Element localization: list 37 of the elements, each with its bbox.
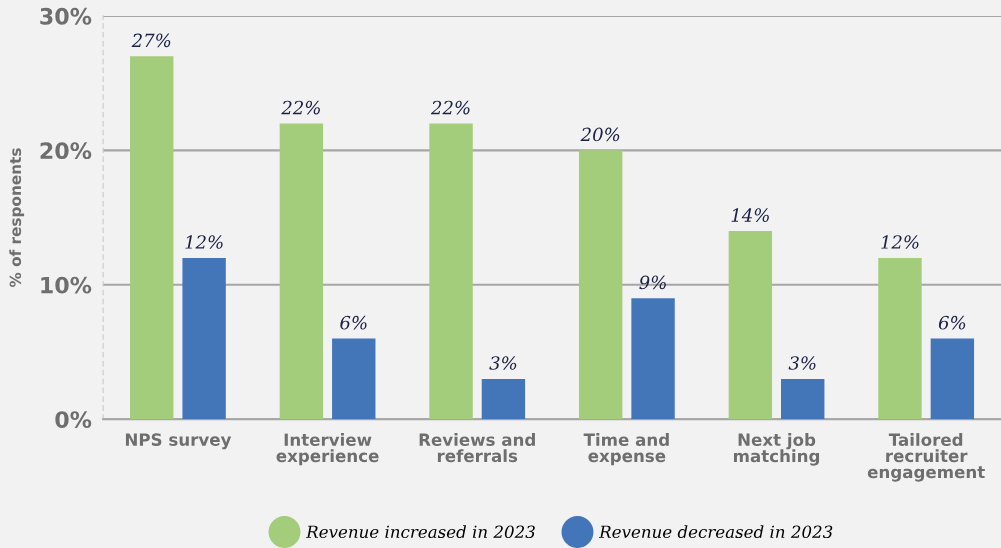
y-tick-label: 20% <box>40 142 92 160</box>
x-tick-label: Next job matching <box>733 433 820 466</box>
x-tick-label: Tailored recruiter engagement <box>867 433 985 482</box>
legend-label: Revenue decreased in 2023 <box>598 525 833 539</box>
bar <box>182 257 226 420</box>
data-label: 12% <box>185 235 223 249</box>
data-label: 3% <box>788 356 816 370</box>
data-label: 20% <box>580 127 620 142</box>
bar <box>429 123 473 420</box>
data-label: 6% <box>340 315 367 330</box>
bar <box>481 378 526 420</box>
y-tick-label: 0% <box>55 411 92 428</box>
bar <box>332 338 376 420</box>
x-tick-label: Interview experience <box>276 433 379 466</box>
data-label: 12% <box>881 235 919 249</box>
bar <box>878 257 922 420</box>
data-label: 3% <box>489 356 517 370</box>
data-label: 27% <box>131 33 171 48</box>
data-label: 22% <box>430 100 470 115</box>
y-axis-title: % of responents <box>9 148 25 288</box>
bar <box>279 123 324 420</box>
bar <box>578 150 623 420</box>
y-tick-label: 30% <box>40 7 92 25</box>
data-label: 9% <box>639 275 666 290</box>
x-tick-label: NPS survey <box>125 433 232 450</box>
data-label: 6% <box>938 315 966 330</box>
y-tick-label: 10% <box>41 276 92 294</box>
bar <box>631 298 675 420</box>
legend-label: Revenue increased in 2023 <box>305 525 535 539</box>
bar <box>930 338 975 420</box>
bar <box>781 378 825 420</box>
x-tick-label: Reviews and referrals <box>419 433 535 463</box>
data-label: 14% <box>731 208 769 222</box>
bar <box>130 56 174 420</box>
x-tick-label: Time and expense <box>583 433 669 466</box>
data-label: 22% <box>281 100 320 115</box>
bar <box>728 231 773 420</box>
